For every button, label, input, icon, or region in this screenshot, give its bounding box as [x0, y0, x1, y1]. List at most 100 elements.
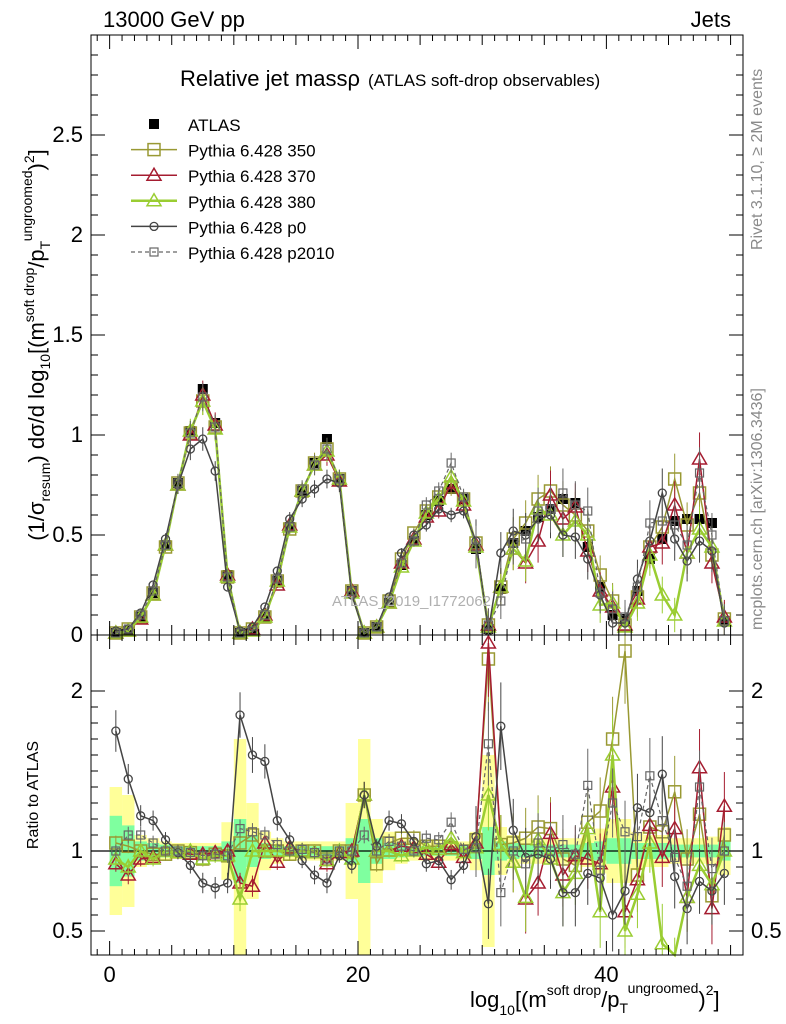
ratio-point [160, 835, 171, 845]
ratio-point [185, 847, 195, 858]
ratio-point [309, 870, 320, 880]
data-point [434, 504, 444, 514]
ratio-ytick-label-right: 1 [751, 838, 763, 863]
main-ytick-label: 0.5 [52, 522, 83, 547]
ratio-point [210, 883, 220, 893]
legend-entry-p2010: Pythia 6.428 p2010 [131, 244, 335, 263]
ratio-point [653, 848, 671, 864]
data-point [583, 554, 593, 564]
ratio-point [256, 842, 274, 857]
data-point [620, 612, 630, 622]
data-point [666, 606, 684, 621]
data-point [517, 552, 534, 567]
ratio-point [396, 841, 407, 851]
ratio-point [132, 842, 149, 857]
ratio-point [607, 910, 618, 920]
ratio-point [629, 885, 646, 900]
data-point [694, 468, 705, 478]
ratio-point [393, 847, 410, 862]
ratio-point [434, 835, 444, 845]
legend-entry-p0: Pythia 6.428 p0 [131, 218, 306, 237]
ratio-ytick-label: 0.5 [52, 918, 83, 943]
legend-marker [149, 247, 159, 257]
data-point [529, 532, 547, 547]
ratio-line-pythia-6-428-p2010 [115, 743, 725, 893]
legend: ATLAS Pythia 6.428 350 Pythia 6.428 370 Pyt… [131, 116, 335, 263]
data-point [583, 506, 593, 516]
ratio-point [210, 849, 220, 859]
ratio-point [607, 798, 618, 808]
ratio-series-pythia-6-428-370 [107, 634, 733, 948]
data-point [123, 624, 133, 634]
main-ytick-label: 2 [71, 222, 83, 247]
ratio-point [244, 842, 261, 857]
ratio-point [334, 846, 344, 856]
legend-marker [145, 166, 163, 181]
ratio-point [645, 771, 655, 781]
data-point [285, 522, 295, 532]
data-point [442, 468, 460, 483]
data-point [496, 596, 506, 606]
ratio-point [132, 850, 149, 865]
data-point [136, 610, 146, 620]
ratio-point [670, 852, 680, 863]
ratio-line-pythia-6-428-380 [115, 754, 726, 958]
data-point [297, 484, 307, 494]
ratio-point [508, 846, 518, 856]
ratio-point [694, 782, 705, 792]
ratio-point [521, 859, 531, 869]
ratio-point [558, 887, 568, 898]
data-point [670, 520, 680, 530]
data-point [471, 542, 481, 552]
ratio-point [421, 833, 431, 843]
data-point [458, 506, 469, 516]
xtick-label: 40 [594, 962, 618, 987]
ratio-point [359, 790, 369, 800]
ratio-point [247, 827, 258, 837]
data-point [396, 558, 407, 568]
data-point [384, 596, 394, 606]
ratio-point [496, 721, 506, 731]
ratio-point [173, 846, 183, 856]
ratio-point [593, 804, 607, 818]
data-point [235, 628, 245, 638]
ratio-point [107, 850, 125, 865]
ratio-point [359, 830, 369, 840]
data-point [198, 392, 208, 402]
ratio-point [480, 786, 497, 801]
ratio-ylabel: Ratio to ATLAS [25, 741, 42, 849]
data-point [268, 576, 286, 591]
ratio-point [409, 846, 419, 856]
data-point [434, 486, 444, 496]
ratio-point [148, 815, 158, 826]
legend-label: Pythia 6.428 380 [188, 193, 316, 212]
data-point [309, 484, 320, 494]
data-point [521, 534, 531, 544]
legend-marker [147, 142, 161, 157]
main-ylabel: (1/σresum) dσ/d log10[(msoft drop/pTungr… [19, 149, 53, 541]
ratio-point [618, 644, 632, 658]
data-point [421, 500, 431, 510]
ratio-point [247, 750, 258, 760]
ratio-point [136, 830, 146, 840]
data-point [653, 586, 671, 601]
ratio-point [222, 878, 233, 888]
data-point [545, 504, 556, 514]
legend-label: Pythia 6.428 p2010 [188, 244, 335, 263]
ratio-point [185, 860, 196, 871]
data-point [222, 582, 233, 592]
data-point [421, 520, 431, 530]
svg-text:(1/σresum) dσ/d log10[(msoft d: (1/σresum) dσ/d log10[(msoft drop/pTungr… [19, 149, 53, 541]
ratio-point [458, 860, 469, 871]
ratio-ytick-label: 1 [71, 838, 83, 863]
legend-label: Pythia 6.428 370 [188, 167, 316, 186]
data-point [496, 548, 506, 558]
ratio-series-pythia-6-428-p0 [111, 682, 730, 952]
legend-entry-p370: Pythia 6.428 370 [131, 166, 316, 186]
data-point [694, 536, 705, 546]
ratio-point [657, 769, 667, 779]
data-point [372, 622, 382, 632]
xlabel: log10[(msoft drop/pTungroomed)2] [470, 980, 720, 1018]
ratio-point [632, 831, 643, 842]
ratio-point [682, 881, 692, 891]
